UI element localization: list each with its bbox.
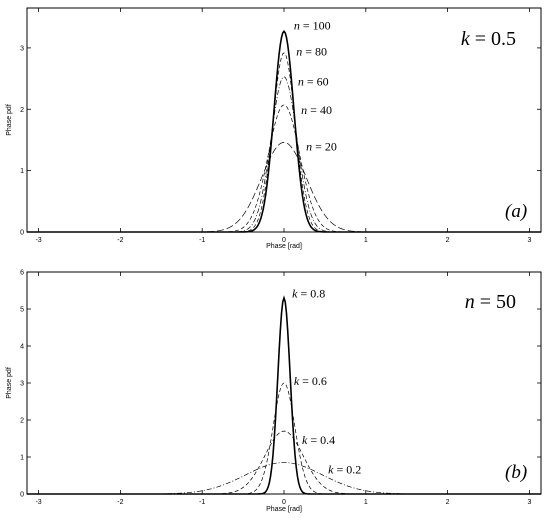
panel-b-xtick-label: 3	[527, 499, 531, 506]
panel-b-tag: (b)	[505, 462, 527, 483]
panel-a-ylabel: Phase pdf	[6, 104, 13, 136]
panel-b-series-line	[27, 430, 541, 495]
panel-b-ytick-label: 6	[20, 270, 24, 277]
panel-a-xtick-label: -1	[199, 237, 205, 244]
panel-a-series-label: n = 40	[301, 103, 332, 117]
panel-a-series-label: n = 100	[294, 18, 331, 32]
panel-b-xtick-label: -3	[35, 499, 41, 506]
panel-b-curves	[27, 295, 541, 495]
panel-a-curves	[27, 30, 541, 233]
panel-a-xtick-label: 3	[527, 237, 531, 244]
panel-a-series-line	[27, 30, 541, 233]
panel-b-series-label: k = 0.4	[302, 433, 335, 447]
panel-a-xtick-label: 0	[282, 237, 286, 244]
panel-b-ytick-label: 4	[20, 344, 24, 351]
panel-b-series-label: k = 0.2	[328, 463, 361, 477]
panel-a-xtick-label: -2	[117, 237, 123, 244]
panel-b-ytick-label: 1	[20, 455, 24, 462]
panel-a-series-line	[27, 76, 541, 233]
panel-b-ytick-label: 5	[20, 307, 24, 314]
panel-b-series-label: k = 0.8	[292, 287, 325, 301]
panel-a-curve-labels: n = 100 n = 80 n = 60 n = 40 n = 20	[294, 18, 337, 153]
panel-a-ytick-label: 2	[20, 107, 24, 114]
panel-a: -3 -2 -1 0 1 2 3 0 1 2 3 n = 100 n = 80 n = 60 n = 40…	[6, 7, 542, 250]
panel-a-ytick-label: 1	[20, 168, 24, 175]
panel-b-curve-labels: k = 0.8 k = 0.6 k = 0.4 k = 0.2	[292, 287, 361, 477]
panel-a-ticks: -3 -2 -1 0 1 2 3 0 1 2 3	[20, 8, 541, 244]
panel-b-parameter-symbol: n	[465, 291, 475, 313]
panel-b-parameter: n = 50	[465, 291, 516, 313]
panel-a-series-label: n = 60	[298, 74, 329, 88]
panel-b-xlabel: Phase [rad]	[266, 506, 302, 513]
panel-a-series-line	[27, 142, 541, 233]
panel-b-ytick-label: 3	[20, 381, 24, 388]
panel-b-xtick-label: 0	[282, 499, 286, 506]
panel-b-series-label: k = 0.6	[294, 374, 327, 388]
panel-b-xtick-label: 2	[446, 499, 450, 506]
panel-a-parameter-symbol: k	[461, 28, 471, 50]
panel-b-ylabel: Phase pdf	[6, 367, 13, 399]
panel-a-series-line	[27, 104, 541, 233]
panel-a-ytick-label: 3	[20, 45, 24, 52]
panel-b-ticks: -3 -2 -1 0 1 2 3 0 1 2 3 4 5 6	[20, 270, 541, 506]
panel-a-tag: (a)	[505, 201, 527, 222]
panel-b-ytick-label: 2	[20, 418, 24, 425]
panel-b-xtick-label: -1	[199, 499, 205, 506]
panel-a-parameter-value: 0.5	[491, 28, 516, 50]
panel-b-ytick-label: 0	[20, 492, 24, 499]
panel-b-xtick-label: -2	[117, 499, 123, 506]
panel-a-ytick-label: 0	[20, 230, 24, 237]
panel-a-xtick-label: -3	[35, 237, 41, 244]
panel-a-xtick-label: 1	[364, 237, 368, 244]
panel-b-series-line	[27, 462, 541, 495]
panel-a-xlabel: Phase [rad]	[266, 243, 302, 250]
panel-a-parameter-eq: =	[470, 28, 491, 50]
panel-b-parameter-value: 50	[496, 291, 516, 313]
panel-b-parameter-eq: =	[475, 291, 496, 313]
panel-b-series-line	[27, 382, 541, 495]
panel-a-series-label: n = 20	[306, 139, 337, 153]
panel-a-parameter: k = 0.5	[461, 28, 516, 50]
panel-a-series-label: n = 80	[296, 44, 327, 58]
panel-b-series-line	[27, 295, 541, 495]
panel-b-xtick-label: 1	[364, 499, 368, 506]
panel-a-xtick-label: 2	[446, 237, 450, 244]
